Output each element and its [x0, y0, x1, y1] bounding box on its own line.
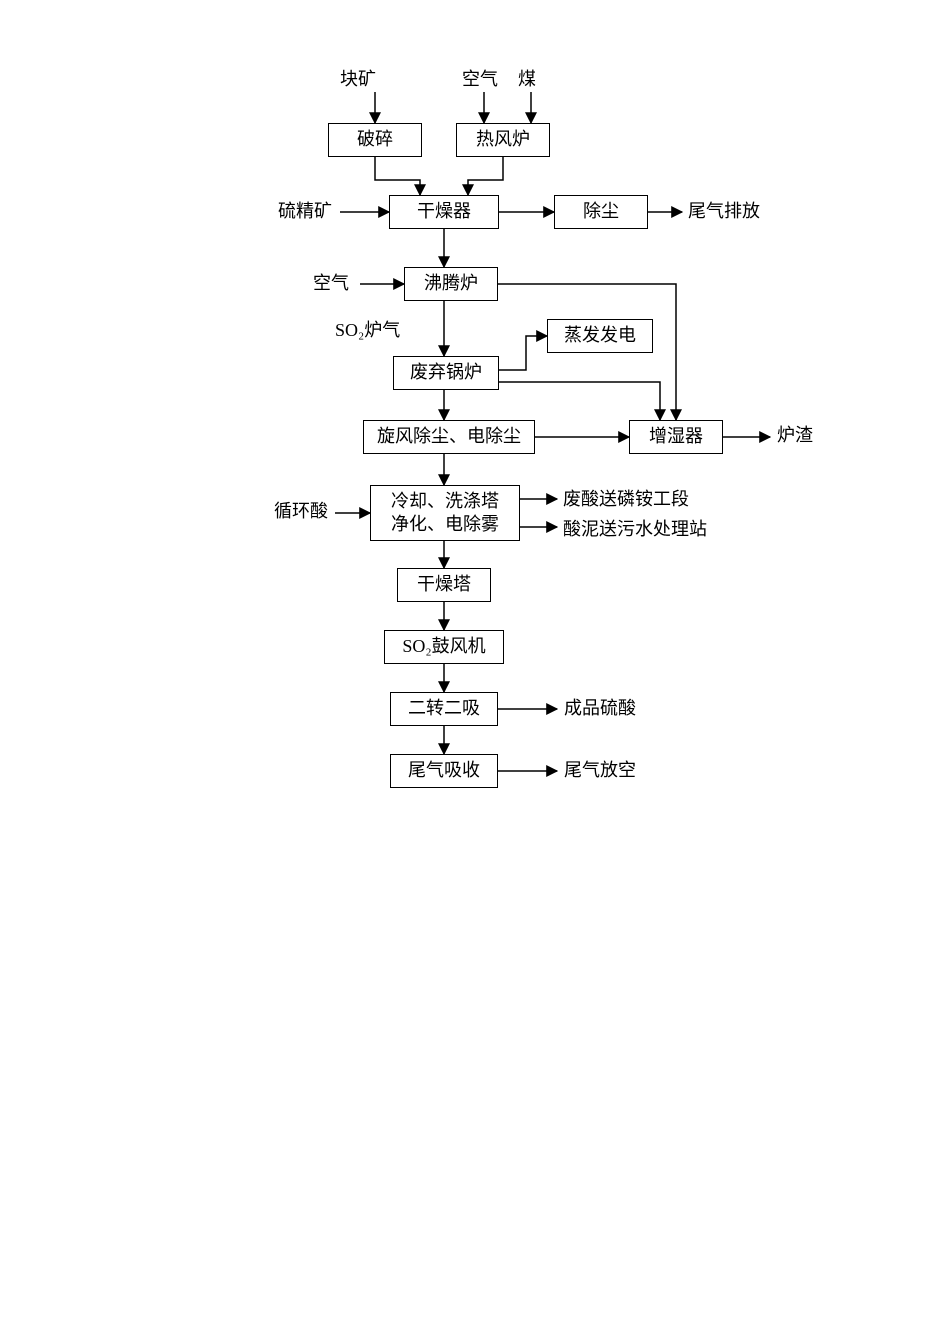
- label-air-2: 空气: [313, 272, 349, 295]
- node-double-conversion: 二转二吸: [390, 692, 498, 726]
- label-exhaust-emission: 尾气排放: [688, 200, 760, 223]
- label-tail-vent: 尾气放空: [564, 759, 636, 782]
- label-slag: 炉渣: [777, 424, 813, 447]
- node-so2-blower: SO₂鼓风机: [384, 630, 504, 664]
- node-dust-removal: 除尘: [554, 195, 648, 229]
- flowchart-canvas: 破碎 热风炉 干燥器 除尘 沸腾炉 蒸发发电 废弃锅炉 旋风除尘、电除尘 增湿器…: [0, 0, 945, 1338]
- node-drying-tower: 干燥塔: [397, 568, 491, 602]
- node-crush: 破碎: [328, 123, 422, 157]
- label-recycle-acid: 循环酸: [274, 500, 328, 523]
- node-humidifier: 增湿器: [629, 420, 723, 454]
- label-lump-ore: 块矿: [340, 68, 376, 91]
- node-hot-air-stove: 热风炉: [456, 123, 550, 157]
- label-coal: 煤: [518, 68, 536, 91]
- node-cyclone-esp: 旋风除尘、电除尘: [363, 420, 535, 454]
- label-pyrite-concentrate: 硫精矿: [278, 200, 332, 223]
- label-acid-sludge: 酸泥送污水处理站: [563, 518, 707, 541]
- node-waste-boiler: 废弃锅炉: [393, 356, 499, 390]
- label-air-1: 空气: [462, 68, 498, 91]
- node-fluidized-furnace: 沸腾炉: [404, 267, 498, 301]
- node-tail-gas-absorption: 尾气吸收: [390, 754, 498, 788]
- label-waste-acid: 废酸送磷铵工段: [563, 488, 689, 511]
- label-product-acid: 成品硫酸: [564, 697, 636, 720]
- label-so2-gas: SO₂炉气: [335, 319, 400, 342]
- node-dryer: 干燥器: [389, 195, 499, 229]
- node-cooling-scrubber: 冷却、洗涤塔 净化、电除雾: [370, 485, 520, 541]
- node-steam-power: 蒸发发电: [547, 319, 653, 353]
